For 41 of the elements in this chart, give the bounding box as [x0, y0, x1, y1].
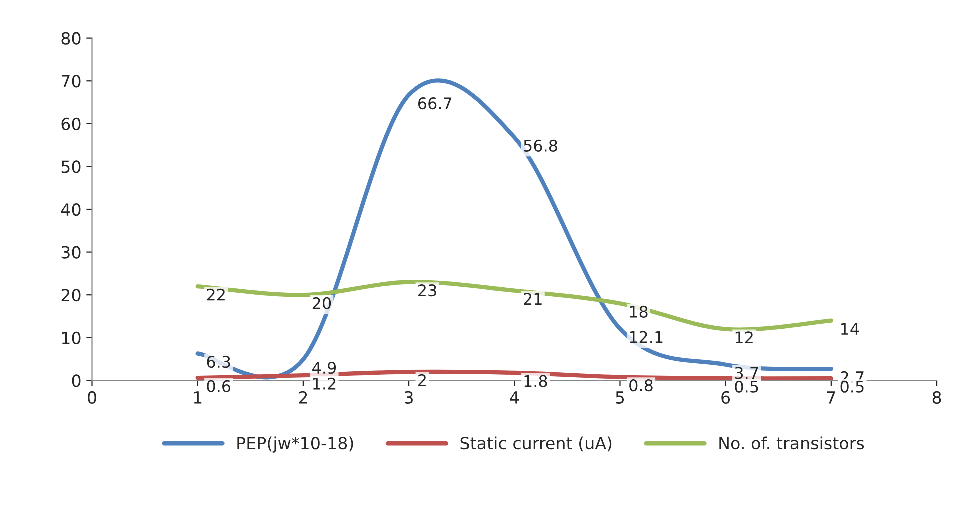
y-tick-label: 50 [62, 160, 81, 174]
x-tick-label: 5 [616, 392, 624, 404]
data-label: 4.9 [312, 362, 336, 374]
data-label: 2 [418, 374, 426, 386]
data-label: 3.7 [735, 367, 758, 380]
legend-label: Static current (uA) [460, 436, 612, 452]
data-label: 0.8 [630, 380, 653, 392]
data-label: 66.7 [418, 98, 452, 110]
legend-label: No. of. transistors [720, 436, 864, 450]
x-tick-label: 2 [299, 391, 308, 404]
data-label: 20 [312, 297, 332, 310]
data-label: 12.1 [630, 331, 663, 344]
y-tick-label: 60 [62, 118, 81, 130]
data-label: 1.2 [314, 378, 336, 390]
data-label: 21 [524, 293, 542, 305]
x-tick-label: 6 [722, 391, 730, 404]
data-label: 22 [207, 288, 225, 301]
x-tick-label: 3 [405, 391, 413, 404]
x-tick-label: 4 [510, 392, 519, 404]
data-label: 12 [736, 332, 753, 344]
data-label: 14 [842, 323, 860, 335]
y-tick-label: 20 [62, 289, 81, 302]
y-tick-label: 80 [62, 32, 81, 45]
data-label: 1.8 [524, 375, 548, 388]
data-label: 0.5 [735, 380, 758, 393]
x-tick-label: 8 [932, 391, 942, 404]
y-tick-label: 10 [62, 332, 81, 344]
data-label: 56.8 [524, 140, 558, 152]
legend-label: PEP(jw*10-18) [238, 436, 354, 453]
y-tick-label: 70 [62, 75, 81, 88]
y-tick-label: 40 [61, 203, 81, 216]
data-label: 18 [630, 306, 648, 318]
data-label: 6.3 [207, 356, 230, 368]
x-tick-label: 7 [827, 392, 836, 404]
data-label: 0.6 [207, 380, 231, 392]
x-tick-label: 0 [88, 391, 96, 404]
y-tick-label: 30 [62, 246, 81, 259]
data-label: 23 [418, 284, 436, 297]
line-series [196, 280, 834, 332]
y-tick-label: 0 [72, 374, 81, 388]
x-tick-label: 1 [194, 392, 202, 404]
